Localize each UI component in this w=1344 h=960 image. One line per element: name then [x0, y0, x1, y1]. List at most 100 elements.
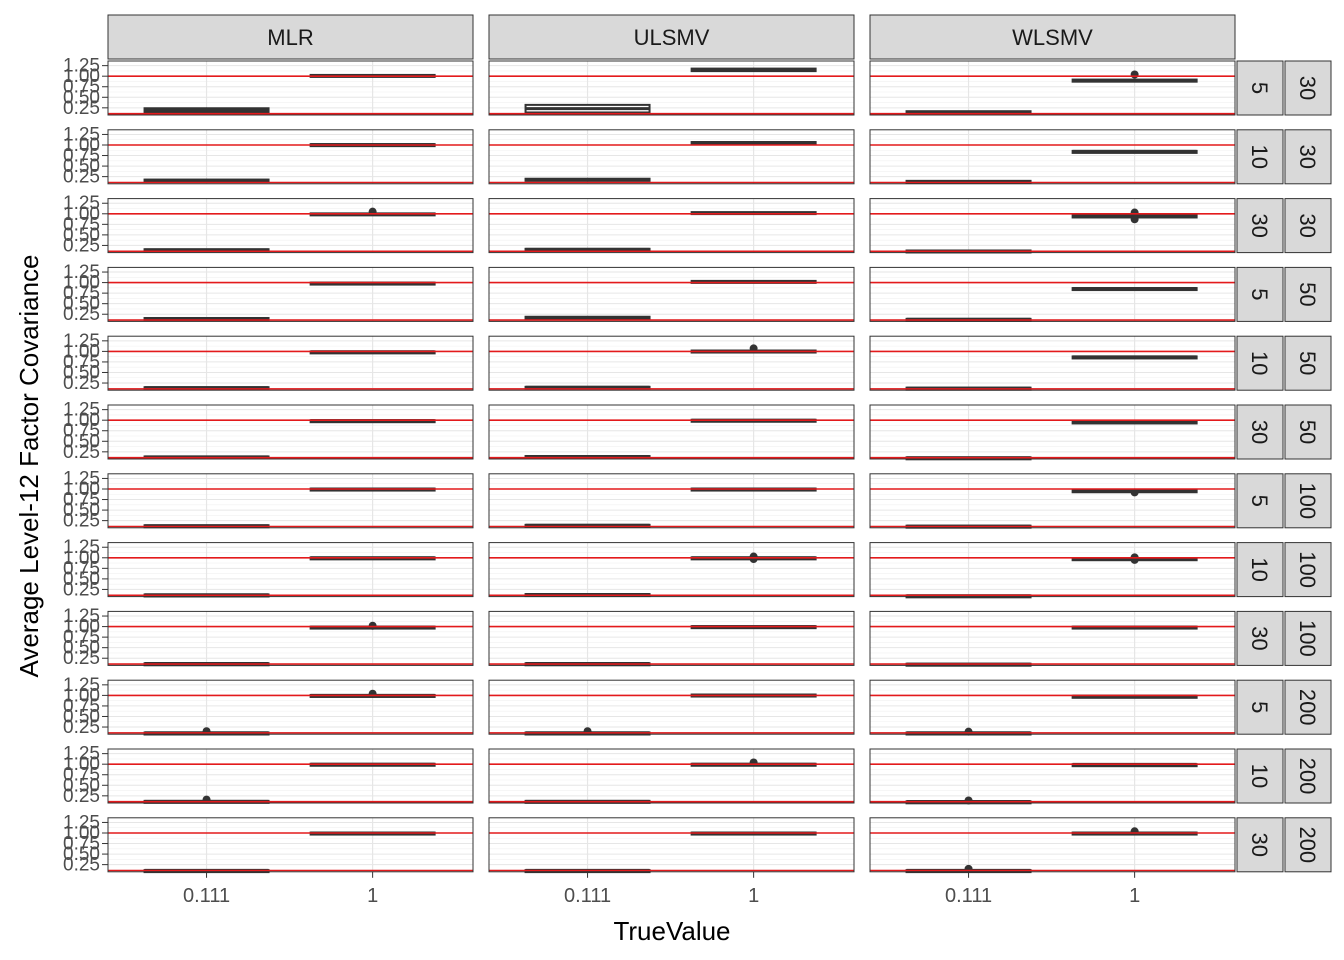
y-tick-label: 0.25: [63, 855, 100, 876]
row-strips: 5 30 10 30 30 30 5 50 10 50 30 50 5 100 10 100 30 100 5 200…: [1236, 60, 1332, 873]
y-tick-label: 0.75: [63, 765, 100, 786]
x-tick-label: 0.111: [564, 885, 611, 907]
row-strip-outer: [1284, 748, 1332, 804]
x-tick-label: 0.111: [945, 885, 992, 907]
column-strip: [869, 14, 1236, 60]
panel-border: [107, 542, 474, 598]
panel: [869, 542, 1236, 599]
row-strip-inner: [1236, 748, 1284, 804]
panel-background: [108, 267, 473, 322]
panel-border: [488, 610, 855, 666]
panel-border: [107, 679, 474, 735]
panel-background: [489, 405, 854, 459]
y-tick-label: 1.25: [63, 675, 100, 696]
row-strip-outer: [1284, 610, 1332, 666]
panel: [107, 404, 474, 460]
y-tick-label: 1.00: [63, 548, 100, 569]
row-strip-inner-label: 30: [1247, 420, 1272, 444]
panel: [107, 129, 474, 185]
panel: [869, 129, 1236, 185]
y-tick-label: 0.25: [63, 786, 100, 807]
y-tick-label: 0.75: [63, 421, 100, 442]
panel: [107, 473, 474, 529]
y-tick-label: 0.50: [63, 706, 100, 727]
panel-border: [869, 542, 1236, 598]
row-strip-outer-label: 50: [1295, 420, 1320, 444]
y-tick-label: 0.25: [63, 442, 100, 463]
panel-border: [488, 198, 855, 254]
column-strip-label: MLR: [267, 25, 313, 50]
row-strip-outer: [1284, 129, 1332, 185]
panel-border: [869, 335, 1236, 391]
y-tick-label: 1.25: [63, 262, 100, 283]
panel-background: [870, 542, 1235, 597]
row-strip-inner-label: 10: [1247, 145, 1272, 169]
y-tick-label: 0.50: [63, 431, 100, 452]
row-strip-inner: [1236, 129, 1284, 185]
y-tick-label: 0.50: [63, 362, 100, 383]
row-strip-inner: [1236, 266, 1284, 322]
panel-border: [488, 60, 855, 116]
panel-background: [108, 61, 473, 115]
panel-border: [107, 198, 474, 254]
row-strip-inner: [1236, 542, 1284, 598]
row-strip-outer-label: 100: [1295, 620, 1320, 657]
panel-background: [108, 336, 473, 391]
panel-background: [108, 680, 473, 735]
panel-border: [107, 817, 474, 873]
y-tick-label: 0.75: [63, 834, 100, 855]
panel-border: [869, 60, 1236, 116]
row-strip-inner-label: 30: [1247, 213, 1272, 237]
y-tick-label: 1.00: [63, 823, 100, 844]
panel-border: [488, 542, 855, 598]
y-tick-label: 1.25: [63, 193, 100, 214]
panel-background: [870, 129, 1235, 184]
panel: [488, 542, 855, 598]
y-tick-label: 0.50: [63, 638, 100, 659]
y-tick-label: 1.25: [63, 744, 100, 765]
outlier-point: [749, 552, 758, 561]
panel-background: [489, 198, 854, 253]
panel: [869, 817, 1236, 874]
row-strip-inner: [1236, 610, 1284, 666]
y-tick-label: 1.25: [63, 331, 100, 352]
panel-background: [489, 129, 854, 184]
column-strip-label: ULSMV: [634, 25, 710, 50]
panel-border: [869, 266, 1236, 322]
panel: [488, 748, 855, 804]
y-tick-label: 0.50: [63, 500, 100, 521]
panel-background: [108, 749, 473, 803]
panel: [107, 748, 474, 804]
y-tick-label: 1.25: [63, 812, 100, 833]
outlier-point: [368, 621, 377, 630]
panel: [488, 335, 855, 391]
x-tick-label: 1: [1129, 885, 1140, 907]
panel-border: [488, 817, 855, 873]
panel-background: [108, 817, 473, 872]
panel: [488, 404, 855, 460]
panel-background: [870, 267, 1235, 322]
panel-border: [869, 473, 1236, 529]
panel-background: [108, 198, 473, 253]
row-strip-outer-label: 30: [1295, 213, 1320, 237]
y-tick-label: 0.75: [63, 214, 100, 235]
panel-border: [488, 473, 855, 529]
y-tick-label: 0.75: [63, 490, 100, 511]
row-strip-outer-label: 30: [1295, 76, 1320, 100]
outlier-point: [1130, 208, 1139, 217]
panel-border: [107, 335, 474, 391]
panel: [869, 404, 1236, 461]
panel-border: [869, 404, 1236, 460]
y-tick-label: 1.00: [63, 204, 100, 225]
y-tick-label: 1.00: [63, 135, 100, 156]
panel: [488, 266, 855, 322]
panel-background: [870, 680, 1235, 735]
y-tick-label: 0.25: [63, 98, 100, 119]
panel: [488, 473, 855, 529]
y-axis-title: Average Level-12 Factor Covariance: [14, 255, 44, 678]
column-strip: [107, 14, 474, 60]
panel-background: [489, 680, 854, 735]
panel: [107, 679, 474, 736]
panel-background: [870, 817, 1235, 872]
